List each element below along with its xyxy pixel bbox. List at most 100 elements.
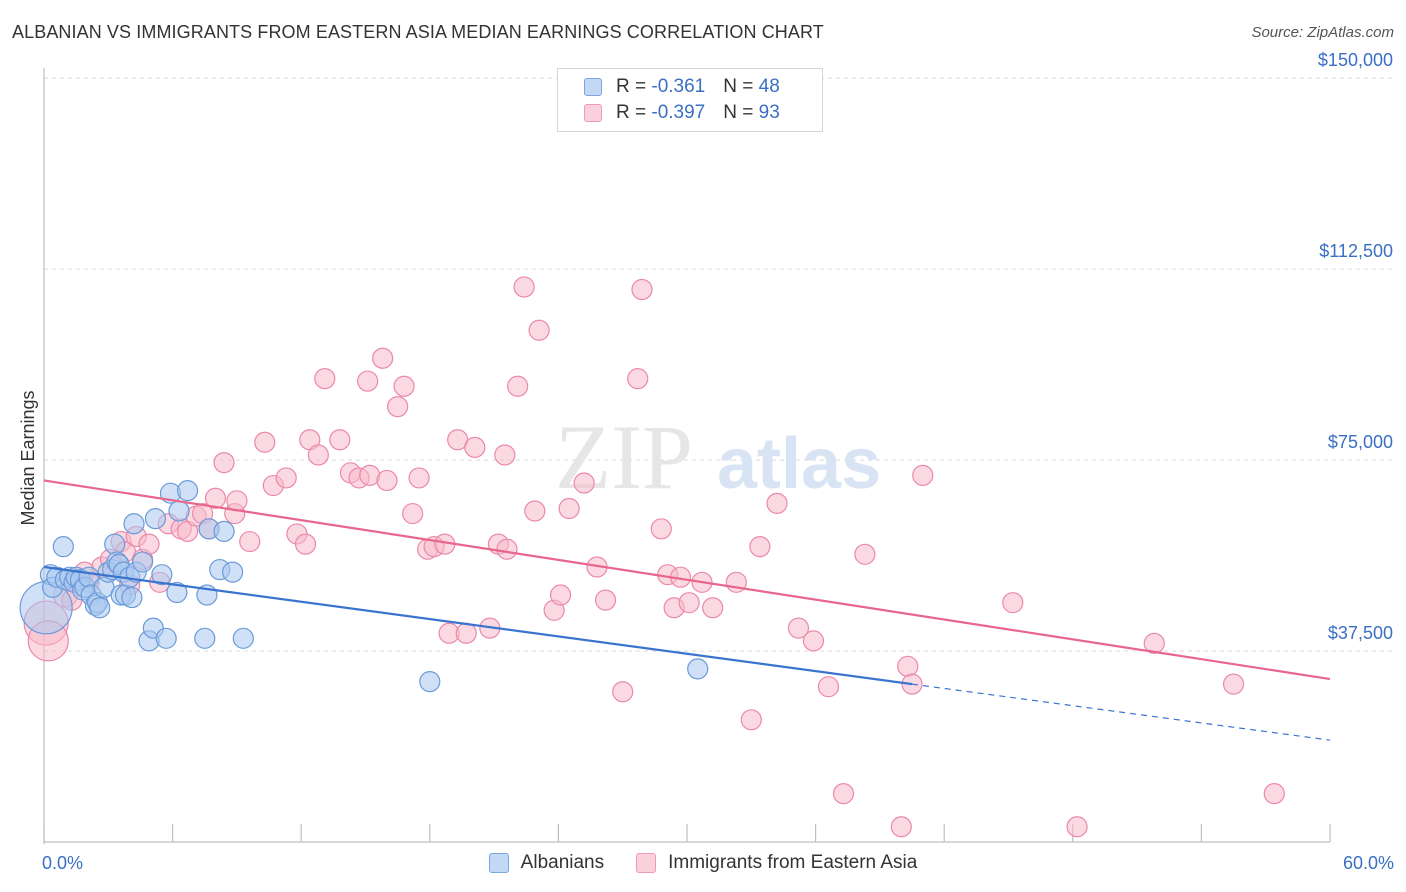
eastern-asia-point (678, 592, 700, 614)
albanians-point (687, 658, 709, 680)
series-albanians (19, 480, 709, 693)
eastern-asia-point (832, 783, 855, 805)
eastern-asia-point (1143, 632, 1165, 655)
trend-line-eastern-asia (43, 479, 1331, 681)
albanians-point (222, 561, 244, 583)
eastern-asia-point (650, 518, 672, 540)
eastern-asia-point (464, 436, 486, 458)
eastern-asia-point (314, 368, 336, 390)
legend-label-eastern-asia: Immigrants from Eastern Asia (668, 852, 918, 873)
eastern-asia-point (507, 375, 529, 397)
source-label: Source: ZipAtlas.com (1251, 24, 1394, 41)
legend-row-albanians: R = -0.361 N = 48 (584, 75, 780, 99)
eastern-asia-point (890, 816, 912, 838)
eastern-asia-point (307, 444, 329, 466)
eastern-asia-point (558, 497, 580, 520)
eastern-asia-point (226, 490, 248, 512)
legend-n-label: N = (723, 76, 759, 97)
albanians-swatch (488, 853, 509, 873)
series-legend: Albanians Immigrants from Eastern Asia (0, 852, 1406, 874)
eastern-asia-point (239, 530, 261, 553)
eastern-asia-point (494, 444, 516, 466)
x-tick-label-max: 60.0% (1343, 853, 1394, 873)
eastern-asia-point (254, 431, 276, 453)
legend-r-value: -0.361 (651, 76, 706, 97)
eastern-asia-point (594, 589, 617, 611)
eastern-asia-point (1263, 783, 1285, 805)
eastern-asia-point (854, 543, 876, 565)
albanians-point (131, 551, 154, 573)
eastern-asia-point (787, 617, 810, 639)
eastern-asia-point (631, 278, 653, 301)
albanians-point (89, 597, 111, 619)
eastern-asia-point (549, 584, 572, 606)
legend-r-label: R = (616, 102, 652, 123)
albanians-swatch (584, 78, 602, 96)
albanians-point (121, 586, 143, 609)
albanians-point (213, 520, 235, 542)
albanians-point (168, 500, 190, 522)
legend-n-value: 93 (758, 102, 780, 123)
albanians-point (419, 670, 441, 693)
legend-item-albanians[interactable]: Albanians (488, 852, 605, 874)
trend-line-albanians (43, 565, 913, 686)
eastern-asia-point (408, 467, 430, 489)
y-tick-label: $112,500 (1319, 241, 1393, 261)
trend-line-albanians-extension (911, 683, 1331, 741)
legend-row-eastern-asia: R = -0.397 N = 93 (584, 101, 780, 125)
eastern-asia-point (402, 502, 424, 525)
legend-label-albanians: Albanians (520, 852, 605, 873)
eastern-asia-point (817, 676, 840, 698)
watermark-zip: ZIP (555, 406, 693, 508)
eastern-asia-point (294, 533, 317, 555)
series-immigrants-eastern-asia (23, 276, 1285, 838)
eastern-asia-point (387, 396, 409, 418)
legend-r-label: R = (616, 76, 652, 97)
albanians-point (232, 627, 254, 649)
watermark-atlas: atlas (717, 424, 881, 504)
trend-lines (43, 479, 1331, 741)
albanians-point (144, 508, 167, 530)
y-tick-labels: $37,500 $75,000 $112,500 $150,000 (1318, 50, 1393, 643)
y-axis-label: Median Earnings (18, 390, 38, 525)
legend-r-value: -0.397 (651, 102, 706, 123)
legend-n-value: 48 (758, 76, 780, 97)
eastern-asia-point (213, 452, 235, 474)
eastern-asia-point (1002, 592, 1024, 614)
legend-item-eastern-asia[interactable]: Immigrants from Eastern Asia (636, 852, 917, 874)
stats-legend: R = -0.361 N = 48 R = -0.397 N = 93 (557, 68, 823, 132)
eastern-asia-point (766, 492, 788, 514)
y-tick-label: $37,500 (1328, 623, 1393, 643)
albanians-point (166, 581, 188, 604)
eastern-asia-point (275, 467, 297, 489)
grid-lines (44, 77, 1396, 652)
eastern-asia-point (393, 375, 415, 397)
eastern-asia-point (528, 319, 550, 341)
eastern-asia-point (372, 347, 394, 369)
eastern-asia-point (455, 622, 477, 644)
eastern-asia-point (897, 655, 919, 677)
chart-title: ALBANIAN VS IMMIGRANTS FROM EASTERN ASIA… (12, 22, 824, 42)
eastern-asia-point (496, 538, 518, 560)
eastern-asia-point (138, 533, 160, 555)
y-tick-label: $75,000 (1328, 432, 1393, 452)
eastern-asia-point (1066, 816, 1088, 838)
eastern-asia-point (376, 469, 398, 492)
x-tick-label-min: 0.0% (42, 853, 83, 873)
eastern-asia-point (573, 472, 595, 494)
eastern-asia-point (627, 368, 649, 390)
eastern-asia-swatch (584, 104, 602, 122)
eastern-asia-point (702, 597, 724, 619)
eastern-asia-point (740, 709, 762, 731)
albanians-point (194, 627, 216, 649)
legend-n-label: N = (723, 102, 759, 123)
eastern-asia-swatch (636, 853, 657, 873)
eastern-asia-point (357, 370, 379, 392)
eastern-asia-point (749, 536, 771, 558)
albanians-point (151, 564, 173, 586)
y-tick-label: $150,000 (1318, 50, 1393, 70)
eastern-asia-point (329, 429, 351, 451)
eastern-asia-point (912, 464, 934, 486)
watermark: ZIP atlas (555, 406, 881, 508)
